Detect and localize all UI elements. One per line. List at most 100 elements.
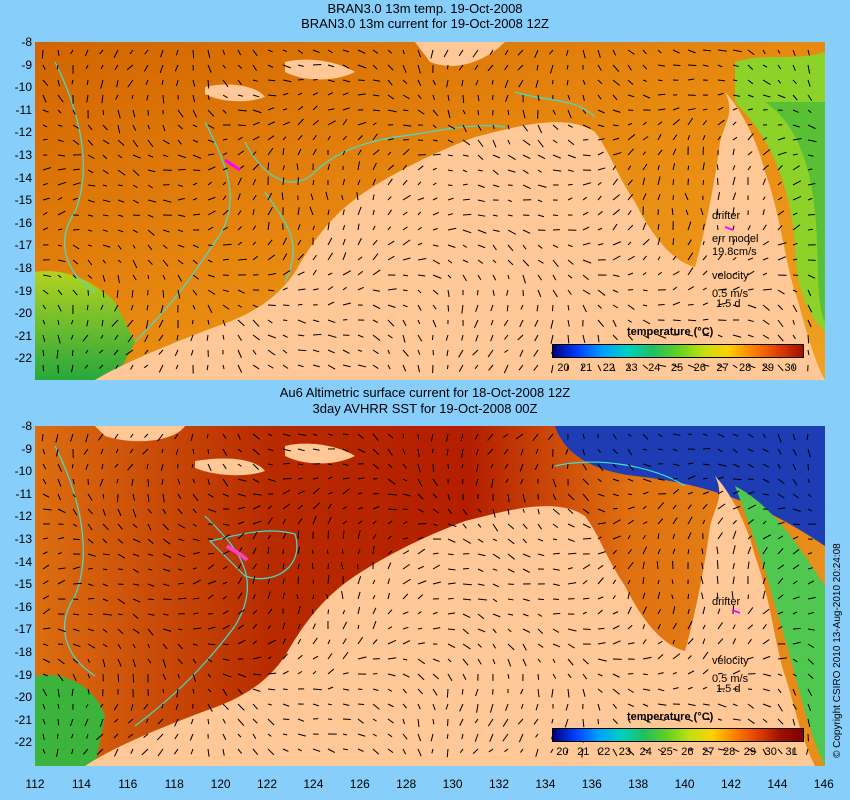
current-vector	[520, 748, 524, 753]
current-vector	[127, 319, 134, 328]
current-vector	[717, 476, 724, 480]
current-vector	[492, 613, 501, 618]
current-vector	[642, 94, 651, 99]
current-vector	[447, 568, 456, 571]
current-vector	[612, 364, 616, 372]
current-vector	[417, 211, 422, 216]
x-tick-label: 122	[256, 777, 278, 791]
current-vector	[672, 517, 678, 525]
current-vector	[488, 748, 494, 753]
current-vector	[252, 64, 258, 71]
current-vector	[612, 334, 618, 341]
current-vector	[612, 124, 619, 127]
bottom-map-panel[interactable]	[35, 426, 825, 766]
current-vector	[312, 477, 319, 480]
current-vector	[357, 624, 360, 630]
current-vector	[461, 79, 464, 87]
current-vector	[550, 748, 554, 754]
current-vector	[535, 79, 539, 88]
current-vector	[132, 154, 141, 159]
current-vector	[747, 594, 750, 600]
current-vector	[762, 224, 767, 231]
current-vector	[627, 165, 632, 171]
current-vector	[702, 241, 705, 246]
current-vector	[402, 94, 410, 100]
current-vector	[672, 488, 680, 495]
current-vector	[252, 109, 262, 114]
current-vector	[687, 594, 690, 600]
y-tick-label: -10	[14, 464, 32, 479]
current-vector	[87, 154, 95, 160]
current-vector	[417, 673, 425, 681]
current-vector	[567, 139, 575, 146]
current-vector	[762, 240, 770, 246]
current-vector	[807, 612, 814, 615]
current-vector	[327, 364, 336, 370]
current-vector	[537, 598, 545, 601]
current-vector	[612, 319, 617, 327]
current-vector	[597, 748, 600, 755]
current-vector	[597, 508, 606, 513]
current-vector	[657, 623, 661, 630]
current-vector	[487, 718, 494, 727]
current-vector	[732, 576, 735, 585]
current-vector	[357, 591, 361, 600]
current-vector	[612, 579, 617, 585]
current-vector	[222, 433, 227, 439]
current-vector	[762, 196, 766, 201]
bottom-velocity-label: velocity	[712, 655, 749, 667]
current-vector	[432, 478, 439, 487]
current-vector	[72, 124, 80, 129]
current-vector	[327, 120, 336, 126]
current-vector	[642, 448, 647, 451]
current-vector	[143, 733, 149, 738]
current-vector	[402, 508, 409, 511]
current-vector	[237, 673, 247, 678]
current-vector	[222, 152, 228, 156]
current-vector	[762, 520, 767, 525]
current-vector	[192, 627, 202, 630]
current-vector	[157, 433, 164, 442]
current-vector	[762, 304, 770, 311]
current-vector	[432, 79, 436, 86]
current-vector	[282, 270, 291, 276]
current-vector	[792, 703, 797, 710]
current-vector	[687, 670, 695, 675]
current-vector	[519, 463, 524, 472]
current-vector	[432, 319, 437, 328]
current-vector	[717, 92, 724, 96]
current-vector	[282, 148, 285, 156]
current-vector	[207, 658, 213, 663]
current-vector	[42, 197, 50, 201]
current-vector	[222, 595, 227, 600]
current-vector	[177, 493, 182, 500]
top-map-panel[interactable]	[35, 42, 825, 380]
current-vector	[117, 139, 125, 147]
current-vector	[582, 289, 591, 295]
y-tick-label: -15	[14, 193, 32, 208]
current-vector	[612, 463, 617, 469]
current-vector	[192, 478, 196, 483]
current-vector	[177, 289, 181, 299]
current-vector	[582, 597, 590, 600]
current-vector	[642, 592, 646, 600]
current-vector	[503, 433, 509, 438]
current-vector	[552, 289, 558, 298]
current-vector	[387, 520, 393, 525]
current-vector	[702, 223, 705, 231]
current-vector	[747, 133, 754, 141]
current-vector	[732, 638, 737, 645]
current-vector	[522, 259, 530, 267]
y-tick-label: -12	[14, 125, 32, 140]
current-vector	[684, 192, 689, 201]
current-vector	[42, 64, 46, 70]
current-vector	[387, 349, 391, 354]
current-vector	[552, 523, 559, 529]
current-vector	[222, 581, 228, 585]
current-vector	[117, 643, 122, 650]
current-vector	[357, 135, 363, 141]
current-vector	[237, 448, 242, 453]
current-vector	[342, 225, 346, 231]
current-vector	[642, 79, 647, 82]
current-vector	[282, 733, 288, 736]
